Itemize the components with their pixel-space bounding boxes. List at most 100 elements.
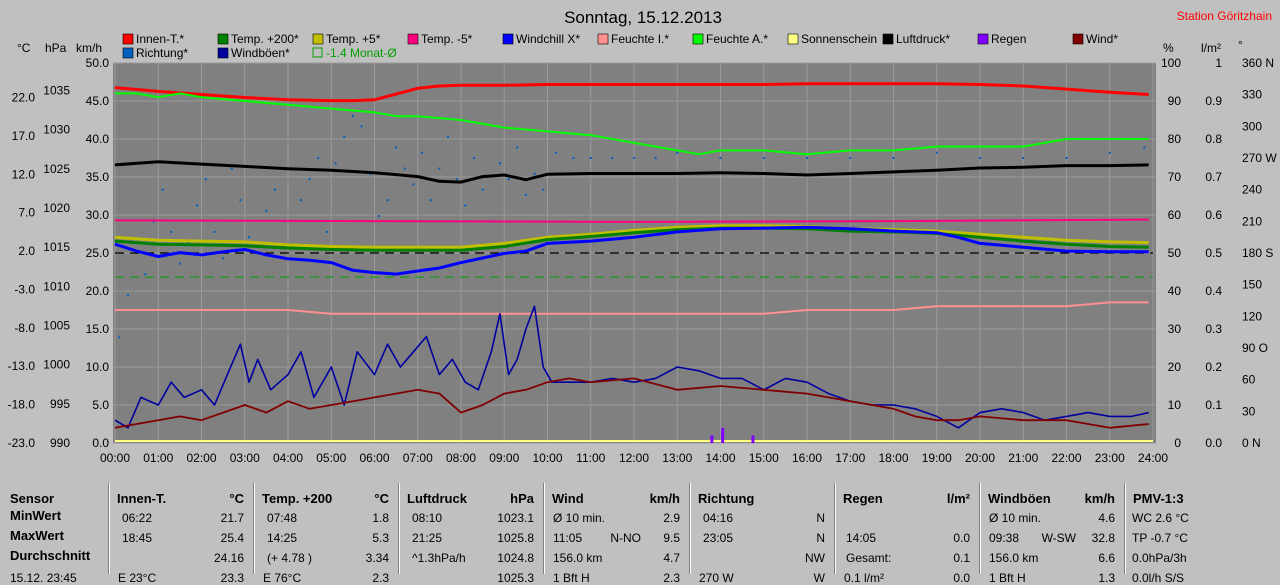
statistics-table: Sensor MinWert MaxWert Durchschnitt 15.12. 2… (0, 480, 1280, 585)
tick-time: 00:00 (100, 451, 130, 465)
table-separator (979, 483, 981, 574)
tick-direction: 30 (1242, 404, 1256, 418)
direction-point (403, 167, 406, 170)
table-cell: Ø 10 min. (989, 511, 1042, 525)
tick-direction: 90 O (1242, 341, 1268, 355)
table-section: Windböen km/h Ø 10 min. 4.6 09:38 W-SW 32.8 156… (979, 480, 1124, 585)
tick-time: 08:00 (446, 451, 476, 465)
series-feuchte-i- (115, 301, 1149, 315)
tick-temp: 2.0 (18, 244, 35, 258)
legend-swatch (217, 47, 229, 59)
direction-point (118, 336, 121, 339)
table-cell: Ø 10 min. (553, 511, 606, 525)
table-cell: 0.0 (953, 531, 970, 545)
table-unit: km/h (1084, 491, 1115, 506)
tick-direction: 300 (1242, 119, 1262, 133)
tick-rain: 0.6 (1205, 208, 1222, 222)
tick-time: 06:00 (359, 451, 389, 465)
legend-label: Wind* (1086, 32, 1118, 46)
direction-scatter (118, 114, 1146, 339)
table-cell: 4.7 (663, 551, 680, 565)
direction-point (377, 215, 380, 218)
legend-label: Feuchte I.* (611, 32, 669, 46)
direction-point (395, 146, 398, 149)
tick-wind: 40.0 (86, 132, 110, 146)
table-section: Luftdruck hPa 08:10 1023.1 21:25 1025.8 ^1.3hP… (398, 480, 543, 585)
tick-wind: 35.0 (86, 170, 110, 184)
table-unit: °C (374, 491, 389, 506)
table-cell: NW (805, 551, 825, 565)
table-partial: 2.3 (663, 571, 680, 585)
axis-unit-deg: ° (1238, 38, 1243, 52)
table-cell: 21:25 (412, 531, 443, 545)
tick-time: 14:00 (705, 451, 735, 465)
direction-point (343, 135, 346, 138)
table-partial: 23.3 (220, 571, 244, 585)
direction-point (360, 125, 363, 128)
direction-point (481, 188, 484, 191)
table-partial: 0.0l/h S/S (1132, 571, 1185, 585)
tick-time: 07:00 (403, 451, 433, 465)
tick-wind: 15.0 (86, 322, 110, 336)
table-cell: 07:48 (267, 511, 298, 525)
tick-time: 05:00 (316, 451, 346, 465)
tick-humidity: 90 (1168, 94, 1182, 108)
tick-pressure: 1015 (43, 240, 70, 254)
table-cell: 4.6 (1098, 511, 1115, 525)
direction-point (178, 262, 181, 265)
tick-direction: 210 (1242, 214, 1262, 228)
table-cell: 06:22 (122, 511, 153, 525)
table-row-label: MaxWert (10, 528, 64, 543)
table-header: Richtung (698, 491, 755, 506)
tick-temp: 7.0 (18, 206, 35, 220)
direction-point (1022, 157, 1025, 159)
table-row-label: Durchschnitt (10, 548, 91, 563)
tick-time: 09:00 (489, 451, 519, 465)
direction-point (317, 157, 320, 159)
direction-point (464, 204, 467, 207)
tick-pressure: 1005 (43, 318, 70, 332)
tick-temp: -3.0 (14, 282, 35, 296)
table-cell: 0.0hPa/3h (1132, 551, 1187, 565)
legend-label: Temp. +200* (231, 32, 299, 46)
tick-direction: 330 (1242, 88, 1262, 102)
direction-point (935, 151, 938, 154)
direction-point (239, 199, 242, 202)
table-unit: hPa (510, 491, 534, 506)
table-cell: 04:16 (703, 511, 734, 525)
tick-temp: -23.0 (8, 436, 36, 450)
table-partial: 0.0 (953, 571, 970, 585)
direction-point (516, 146, 519, 149)
table-cell: ^1.3hPa/h (412, 551, 466, 565)
direction-point (351, 114, 354, 117)
legend-label: Windchill X* (516, 32, 580, 46)
tick-time: 01:00 (143, 451, 173, 465)
table-cell: N (816, 511, 825, 525)
table-partial: W (813, 571, 825, 585)
series-temp-5- (114, 218, 1149, 223)
series-innen-t- (114, 82, 1149, 103)
direction-point (204, 178, 207, 181)
direction-point (507, 178, 510, 181)
table-partial: 2.3 (372, 571, 389, 585)
tick-pressure: 1035 (43, 83, 70, 97)
tick-wind: 0.0 (92, 436, 109, 450)
tick-humidity: 10 (1168, 398, 1182, 412)
tick-humidity: 40 (1168, 284, 1182, 298)
tick-direction: 120 (1242, 309, 1262, 323)
tick-time: 15:00 (749, 451, 779, 465)
tick-time: 12:00 (619, 451, 649, 465)
table-cell: 23:05 (703, 531, 734, 545)
axis-unit-celsius: °C (17, 41, 31, 55)
tick-direction: 150 (1242, 278, 1262, 292)
table-cell: WC 2.6 °C (1132, 511, 1189, 525)
table-section: Richtung 04:16 N 23:05 N NW 270 W W (689, 480, 834, 585)
legend-swatch (312, 33, 324, 45)
legend-label: Feuchte A.* (706, 32, 768, 46)
tick-humidity: 80 (1168, 132, 1182, 146)
tick-time: 10:00 (532, 451, 562, 465)
tick-temp: -18.0 (8, 398, 36, 412)
direction-point (412, 183, 415, 186)
table-cell: 1.8 (372, 511, 389, 525)
table-partial: E 76°C (263, 571, 302, 585)
